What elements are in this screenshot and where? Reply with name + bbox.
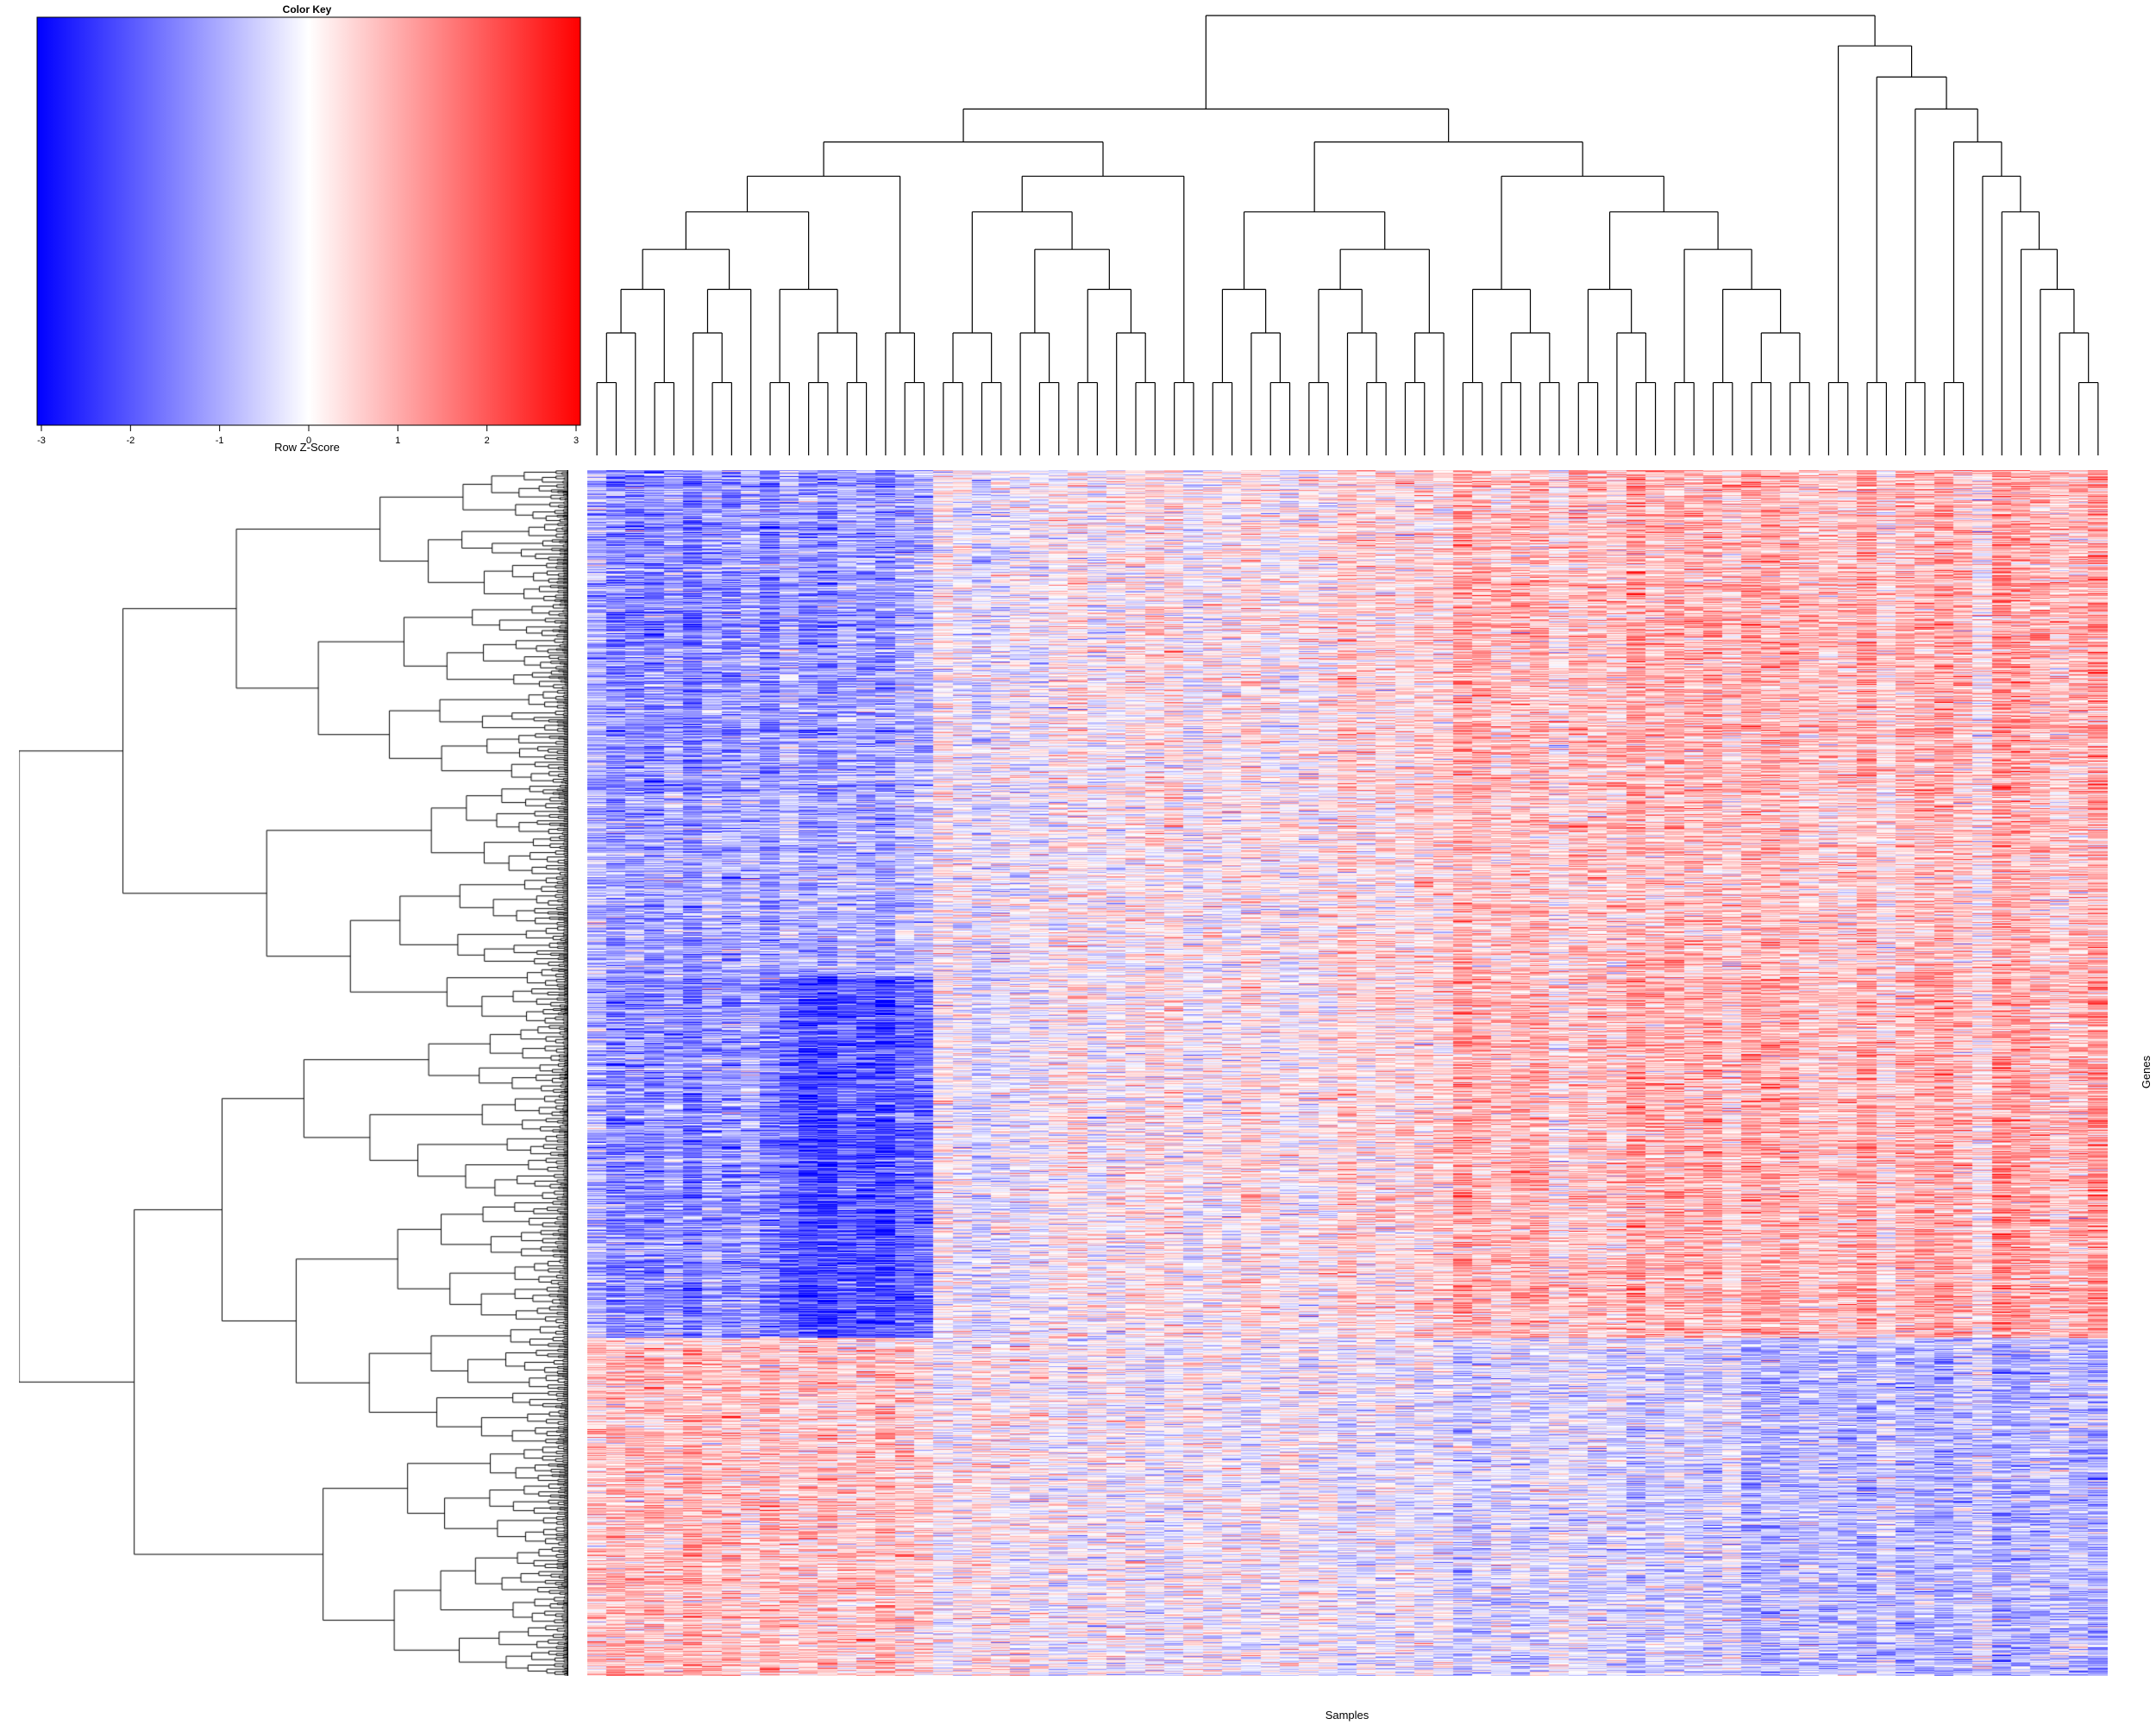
color-key-label: Row Z-Score [274,441,340,454]
color-key-tick-label: -3 [37,436,46,446]
y-axis-label: Genes [2140,1055,2153,1088]
color-key-tick-label: 2 [485,436,490,446]
x-axis-label: Samples [1326,1709,1369,1722]
color-key-axis: -3 -2 -1 0 1 2 3 [37,425,579,446]
gene-dendrogram [19,470,568,1676]
color-key-tick-label: -2 [126,436,135,446]
color-key-title: Color Key [283,3,332,16]
color-key-tick-label: 1 [395,436,400,446]
color-key: Color Key -3 -2 -1 0 1 2 3 Row Z-Score [36,3,581,454]
color-key-tick-label: 3 [573,436,579,446]
heatmap-cells [587,470,2108,1676]
sample-dendrogram [596,15,2099,455]
color-key-tick-label: 0 [306,436,311,446]
color-key-tick-label: -1 [216,436,224,446]
color-key-gradient [36,16,581,426]
